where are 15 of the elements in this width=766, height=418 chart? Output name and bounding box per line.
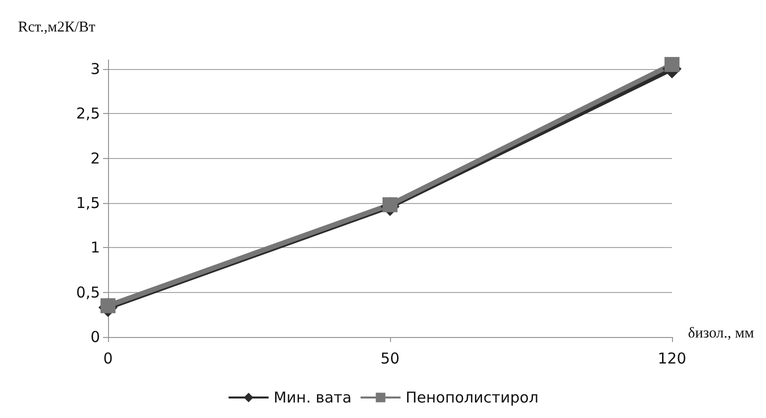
y-tick-label: 3 [90, 60, 100, 78]
legend-label: Пенополистирол [406, 388, 538, 406]
y-tick-label: 1,5 [76, 194, 100, 212]
x-tick-label: 0 [103, 350, 113, 368]
y-tick-label: 2,5 [76, 104, 100, 123]
x-tick-label: 120 [658, 350, 686, 368]
y-tick-label: 2 [90, 149, 100, 168]
y-axis-title: Rст.,м2К/Вт [18, 20, 96, 36]
x-axis-title: δизол., мм [688, 326, 755, 342]
y-tick-label: 0,5 [76, 283, 100, 302]
y-tick-label: 1 [90, 238, 100, 257]
x-tick-label: 50 [380, 350, 400, 368]
legend-label: Мин. вата [274, 388, 352, 406]
point [664, 56, 680, 72]
y-tick-label: 0 [90, 328, 100, 346]
